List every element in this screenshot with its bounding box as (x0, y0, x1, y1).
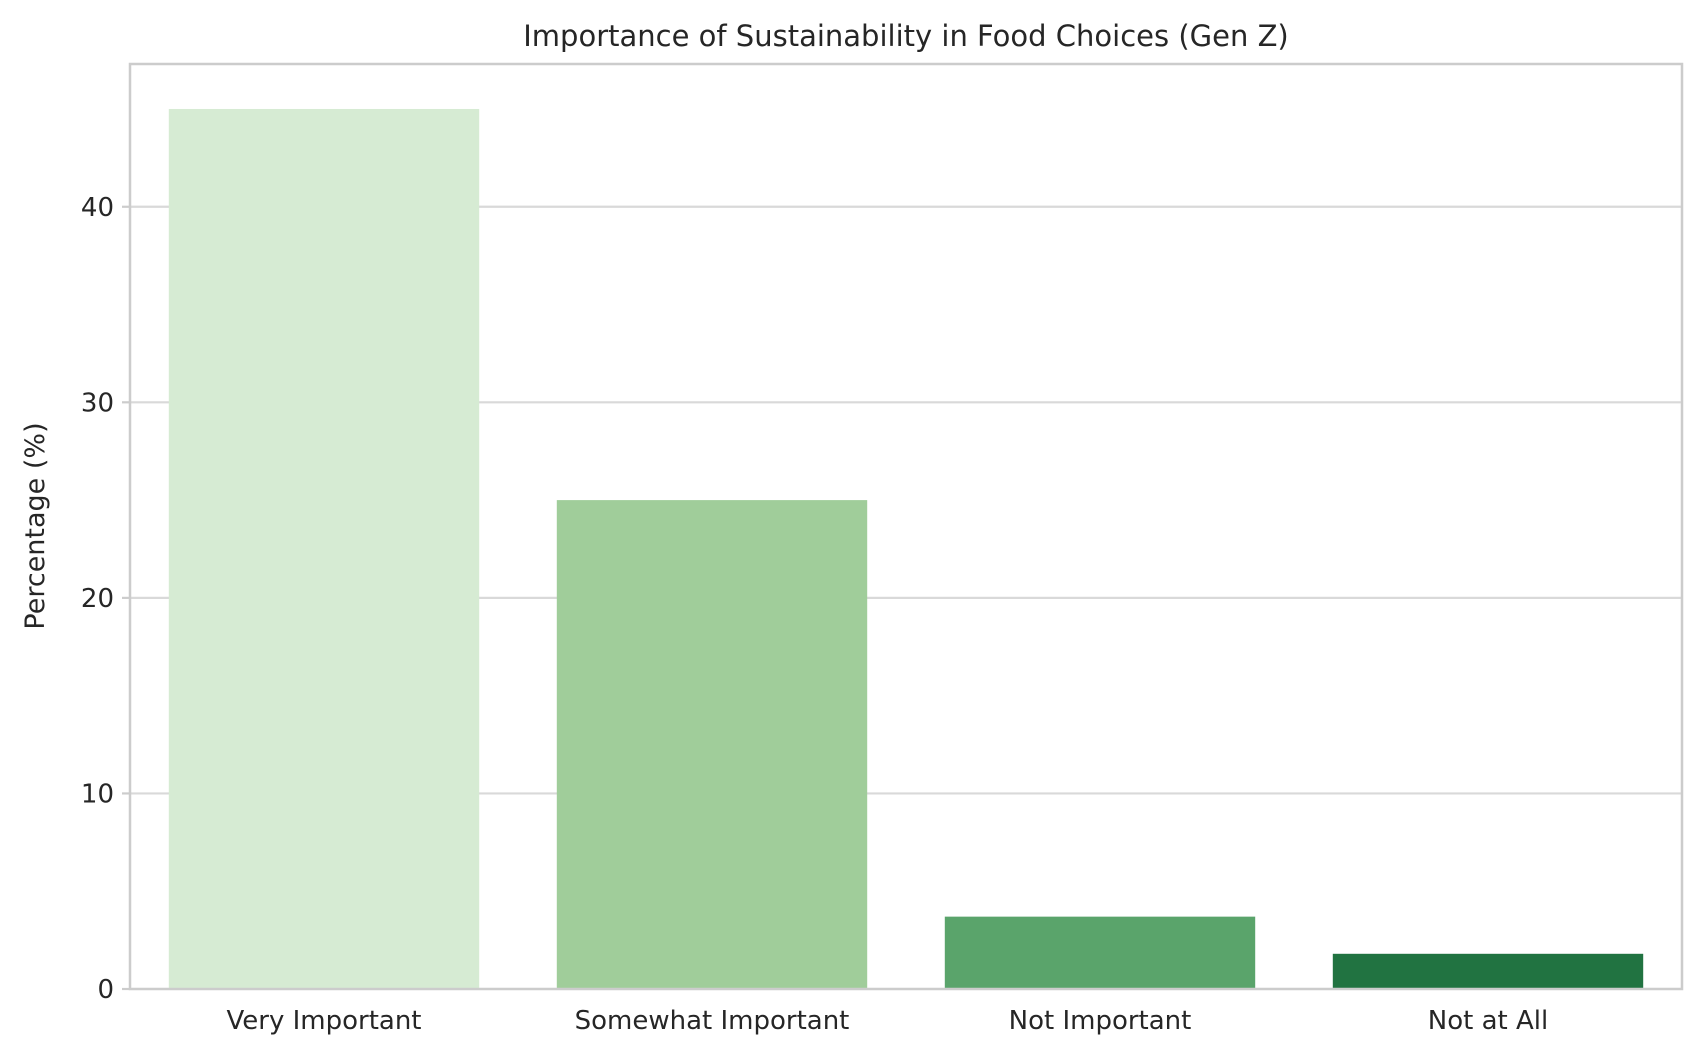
bar (556, 500, 868, 989)
x-tick-label: Not at All (1428, 1006, 1548, 1036)
y-axis-label: Percentage (%) (20, 422, 51, 629)
x-tick-label: Not Important (1009, 1006, 1192, 1036)
x-tick-label: Very Important (227, 1006, 422, 1036)
bars (168, 108, 1644, 989)
x-tick-label: Somewhat Important (575, 1006, 850, 1036)
y-tick-label: 0 (97, 975, 114, 1005)
y-tick-label: 40 (81, 193, 114, 223)
y-tick-label: 20 (81, 584, 114, 614)
y-tick-label: 10 (81, 779, 114, 809)
y-tick-label: 30 (81, 388, 114, 418)
chart-title: Importance of Sustainability in Food Cho… (523, 19, 1289, 53)
bar (1332, 953, 1644, 989)
x-axis-ticks: Very Important Somewhat Important Not Impo… (227, 1006, 1549, 1036)
bar (944, 916, 1256, 989)
plot-frame (128, 62, 1684, 991)
y-axis-ticks: 0 10 20 30 40 (81, 193, 130, 1005)
bar (168, 108, 480, 989)
